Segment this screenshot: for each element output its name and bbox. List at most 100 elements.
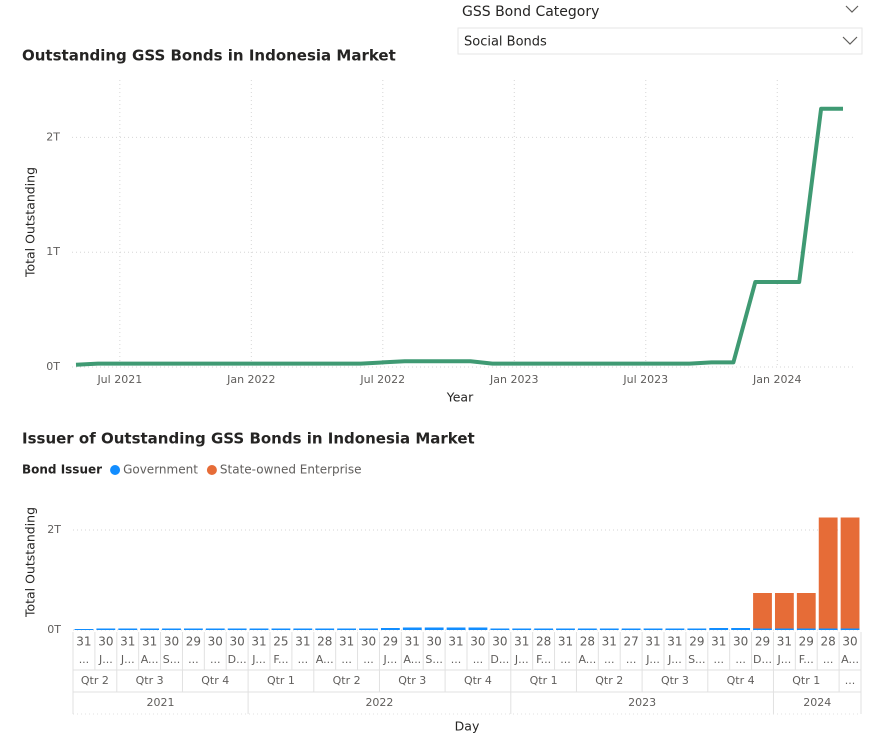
x-tick-label: 31 [514,635,529,649]
bar-segment [577,628,597,630]
bar-segment [753,628,772,630]
bar-segment [490,628,510,630]
x-tick-sublabel: ... [363,653,374,666]
x-tick-label: 29 [383,635,398,649]
chart-title: Outstanding GSS Bonds in Indonesia Marke… [22,47,396,65]
y-tick-label: 1T [46,245,60,258]
x-tick-label: 28 [580,635,595,649]
x-tick-sublabel: J... [251,653,266,666]
x-tick-sublabel: ... [79,653,90,666]
x-tick-sublabel: ... [341,653,352,666]
bar-segment [796,593,816,629]
x-tick-sublabel: J... [383,653,398,666]
quarter-label: Qtr 3 [661,674,689,687]
bar-segment [249,628,269,630]
x-tick-label: 30 [733,635,748,649]
chart-title: Issuer of Outstanding GSS Bonds in Indon… [22,430,475,448]
bar-segment [687,628,707,630]
x-tick-label: 30 [164,635,179,649]
x-tick-sublabel: ... [560,653,571,666]
x-tick-label: 31 [602,635,617,649]
x-tick-label: 30 [842,635,857,649]
x-tick-sublabel: ... [604,653,615,666]
x-tick-label: 29 [755,635,770,649]
x-tick-sublabel: ... [188,653,199,666]
x-tick-label: 31 [142,635,157,649]
quarter-label: Qtr 4 [201,674,229,687]
slicer[interactable]: GSS Bond Category Social Bonds [457,4,863,55]
x-tick-sublabel: J... [514,653,529,666]
bar-segment [293,628,313,630]
x-tick-sublabel: J... [645,653,660,666]
bar-segment [183,628,203,630]
bar-segment [599,628,619,630]
bar-segment [74,629,94,630]
slicer-chevron[interactable] [845,5,859,13]
dropdown-chevron[interactable] [842,36,858,45]
x-tick-label: Jul 2023 [622,373,668,386]
bar-segment [709,628,729,630]
x-tick-label: 31 [405,635,420,649]
quarter-label: ... [845,674,856,687]
x-tick-label: 29 [186,635,201,649]
x-tick-label: 31 [777,635,792,649]
x-tick-label: 31 [711,635,726,649]
x-tick-label: Jan 2024 [752,373,801,386]
slicer-selected[interactable]: Social Bonds [464,35,547,50]
x-tick-sublabel: ... [626,653,637,666]
legend-label: State-owned Enterprise [220,463,362,477]
y-tick-label: 2T [46,130,60,143]
year-label: 2022 [365,696,393,709]
bar-segment [118,628,138,630]
x-axis-title: Day [455,719,480,734]
x-tick-label: 31 [251,635,266,649]
bar-segment [818,517,838,629]
x-tick-label: 31 [120,635,135,649]
legend-marker [206,465,217,475]
x-tick-sublabel: D... [228,653,247,666]
x-tick-sublabel: ... [823,653,834,666]
x-tick-label: 28 [821,635,836,649]
x-tick-label: Jul 2022 [359,373,405,386]
x-axis-title: Year [446,390,474,405]
bar-segment [359,628,378,630]
x-tick-sublabel: J... [98,653,113,666]
bar-segment [205,628,225,630]
bar-segment [665,628,685,630]
x-tick-sublabel: J... [667,653,682,666]
line-series [75,106,843,367]
x-tick-label: 31 [295,635,310,649]
bar-segment [315,628,335,630]
x-tick-label: 29 [799,635,814,649]
bar-segment [753,593,772,629]
x-tick-sublabel: S... [688,653,705,666]
x-tick-label: 29 [689,635,704,649]
x-tick-sublabel: ... [298,653,309,666]
quarter-label: Qtr 2 [595,674,623,687]
x-tick-sublabel: ... [451,653,462,666]
bar-segment [424,627,444,630]
bar-segment [621,628,641,630]
bar-segment [468,627,488,630]
x-tick-label: 25 [273,635,288,649]
x-tick-sublabel: F... [536,653,551,666]
y-tick-label: 0T [47,623,61,636]
x-tick-sublabel: F... [799,653,814,666]
x-tick-label: 31 [76,635,91,649]
x-tick-label: 30 [492,635,507,649]
x-tick-sublabel: A... [578,653,596,666]
quarter-label: Qtr 2 [333,674,361,687]
x-tick-sublabel: J... [120,653,135,666]
y-axis-title: Total Outstanding [23,167,38,278]
x-tick-label: 31 [558,635,573,649]
x-tick-sublabel: A... [141,653,159,666]
x-tick-sublabel: ... [735,653,746,666]
x-tick-sublabel: J... [777,653,792,666]
x-tick-label: 30 [208,635,223,649]
legend-title: Bond Issuer [22,463,102,477]
bar-segment [140,628,160,630]
bar-segment [840,628,860,630]
slicer-dropdown[interactable] [457,27,863,55]
x-tick-label: 28 [536,635,551,649]
